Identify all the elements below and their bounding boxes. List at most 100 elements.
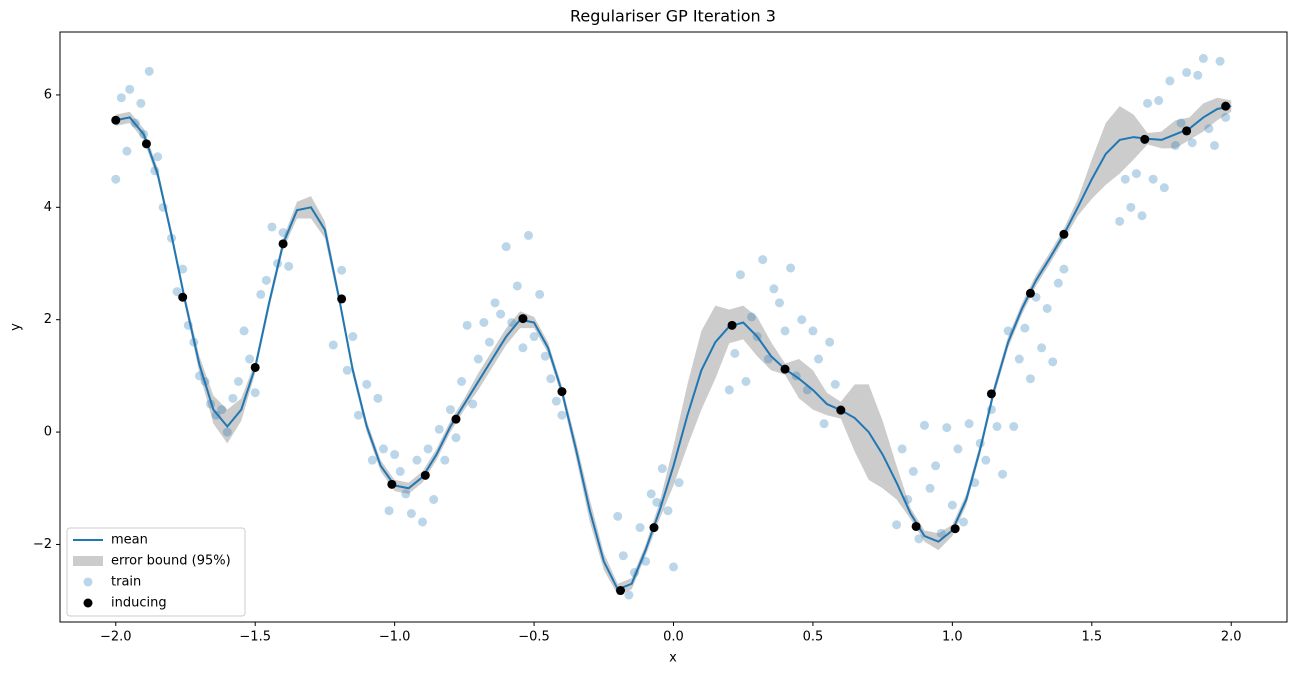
x-tick-label: 0.0 (663, 630, 684, 645)
point (986, 405, 996, 415)
point (457, 377, 467, 387)
point (1020, 323, 1030, 333)
point (111, 115, 121, 125)
point (936, 528, 946, 538)
point (613, 511, 623, 521)
x-tick-label: −2.0 (100, 630, 132, 645)
point (384, 506, 394, 516)
x-axis-label: x (669, 651, 677, 666)
point (1143, 98, 1153, 108)
point (1053, 278, 1063, 288)
point (529, 332, 539, 342)
point (139, 129, 149, 139)
point (348, 332, 358, 342)
y-tick-label: 0 (44, 425, 52, 440)
legend-swatch (73, 556, 103, 566)
point (328, 340, 338, 350)
point (808, 326, 818, 336)
point (479, 318, 489, 328)
point (141, 139, 151, 149)
point (747, 312, 757, 322)
point (618, 551, 628, 561)
legend: mean error bound (95%) train inducing (66, 527, 246, 617)
point (1221, 112, 1231, 122)
point (178, 292, 188, 302)
point (1025, 288, 1035, 298)
point (462, 320, 472, 330)
point (735, 270, 745, 280)
point (674, 478, 684, 488)
point (1115, 216, 1125, 226)
point (418, 517, 428, 527)
point (802, 385, 812, 395)
point (484, 337, 494, 347)
point (825, 337, 835, 347)
point (278, 228, 288, 238)
point (507, 318, 517, 328)
point (1126, 202, 1136, 212)
point (233, 377, 243, 387)
point (616, 586, 626, 596)
point (284, 261, 294, 271)
point (947, 500, 957, 510)
legend-label: error bound (95%) (111, 554, 231, 569)
point (830, 379, 840, 389)
point (629, 568, 639, 578)
legend-box (66, 527, 246, 617)
point (200, 377, 210, 387)
point (395, 466, 405, 476)
point (1182, 126, 1192, 136)
point (523, 230, 533, 240)
point (451, 414, 461, 424)
point (814, 354, 824, 364)
point (649, 523, 659, 533)
point (1059, 229, 1069, 239)
legend-swatch (83, 598, 93, 608)
point (1042, 303, 1052, 313)
point (518, 343, 528, 353)
point (390, 450, 400, 460)
point (261, 275, 271, 285)
point (942, 423, 952, 433)
point (512, 281, 522, 291)
point (451, 433, 461, 443)
point (473, 354, 483, 364)
point (540, 351, 550, 361)
point (278, 239, 288, 249)
point (758, 255, 768, 265)
point (986, 389, 996, 399)
y-tick-label: 4 (44, 200, 52, 215)
point (1209, 141, 1219, 151)
point (970, 478, 980, 488)
point (144, 66, 154, 76)
point (387, 479, 397, 489)
point (239, 326, 249, 336)
point (1048, 357, 1058, 367)
point (353, 410, 363, 420)
point (158, 202, 168, 212)
point (1131, 169, 1141, 179)
point (730, 348, 740, 358)
point (167, 233, 177, 243)
point (1193, 70, 1203, 80)
point (641, 556, 651, 566)
point (211, 410, 221, 420)
point (724, 385, 734, 395)
y-axis-label: y (9, 323, 24, 331)
point (646, 489, 656, 499)
point (892, 520, 902, 530)
point (727, 320, 737, 330)
point (1014, 354, 1024, 364)
point (546, 374, 556, 384)
point (150, 166, 160, 176)
point (819, 419, 829, 429)
point (557, 387, 567, 397)
point (153, 152, 163, 162)
point (903, 495, 913, 505)
y-tick-label: 6 (44, 87, 52, 102)
point (1148, 174, 1158, 184)
point (518, 314, 528, 324)
point (1009, 421, 1019, 431)
point (420, 470, 430, 480)
point (959, 517, 969, 527)
